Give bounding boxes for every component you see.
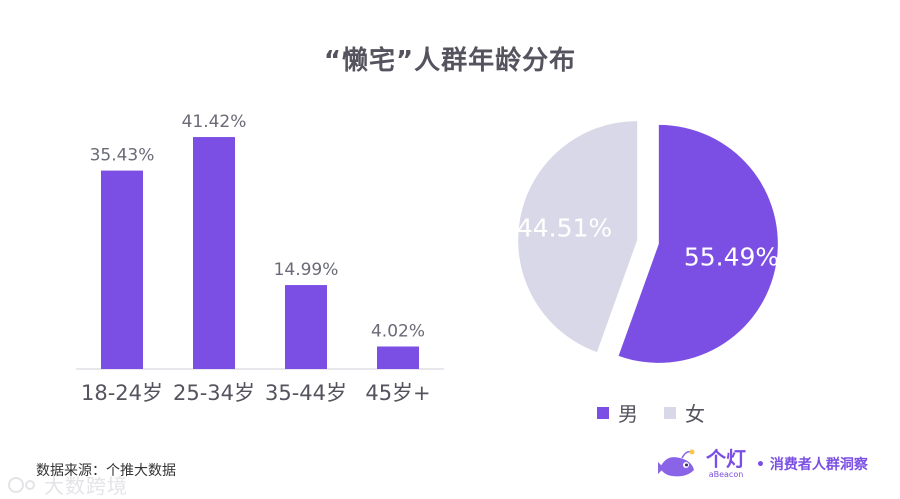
pie-slice-female <box>518 121 638 353</box>
legend-item-male: 男 <box>597 398 638 427</box>
brand-logo: 个灯 aBeacon • 消费者人群洞察 <box>656 448 868 480</box>
anglerfish-logo-icon <box>658 449 695 477</box>
legend-label-male: 男 <box>618 402 638 426</box>
legend-item-female: 女 <box>664 398 705 427</box>
bar-value-label: 35.43% <box>90 146 155 166</box>
bar-1 <box>101 170 143 369</box>
watermark: 大数跨境 <box>6 470 128 499</box>
bar-4 <box>377 346 419 369</box>
pie-legend: 男 女 <box>597 398 705 427</box>
legend-label-female: 女 <box>685 402 705 426</box>
logo-name: 个灯 <box>706 447 746 471</box>
watermark-icon <box>8 476 35 493</box>
category-label: 45岁+ <box>365 381 430 405</box>
watermark-text: 大数跨境 <box>44 474 128 498</box>
chart-title: “懒宅”人群年龄分布 <box>323 46 577 76</box>
data-source-note: 数据来源：个推大数据 <box>36 463 176 479</box>
bar-value-label: 14.99% <box>274 260 339 280</box>
logo-slogan: • 消费者人群洞察 <box>756 457 868 473</box>
category-label: 35-44岁 <box>265 381 347 405</box>
bar-2 <box>193 137 235 369</box>
bar-value-label: 41.42% <box>182 112 247 132</box>
bar-value-label: 4.02% <box>371 321 425 341</box>
pie-slice-male <box>618 124 778 363</box>
logo-text: 个灯 aBeacon <box>706 448 746 480</box>
bar-3 <box>285 285 327 369</box>
pie-value-label: 44.51% <box>517 213 612 242</box>
legend-swatch-male <box>597 406 609 419</box>
legend-swatch-female <box>664 406 676 419</box>
pie-value-label: 55.49% <box>684 243 779 272</box>
category-label: 25-34岁 <box>173 381 255 405</box>
logo-subname: aBeacon <box>708 470 744 479</box>
category-label: 18-24岁 <box>81 381 163 405</box>
